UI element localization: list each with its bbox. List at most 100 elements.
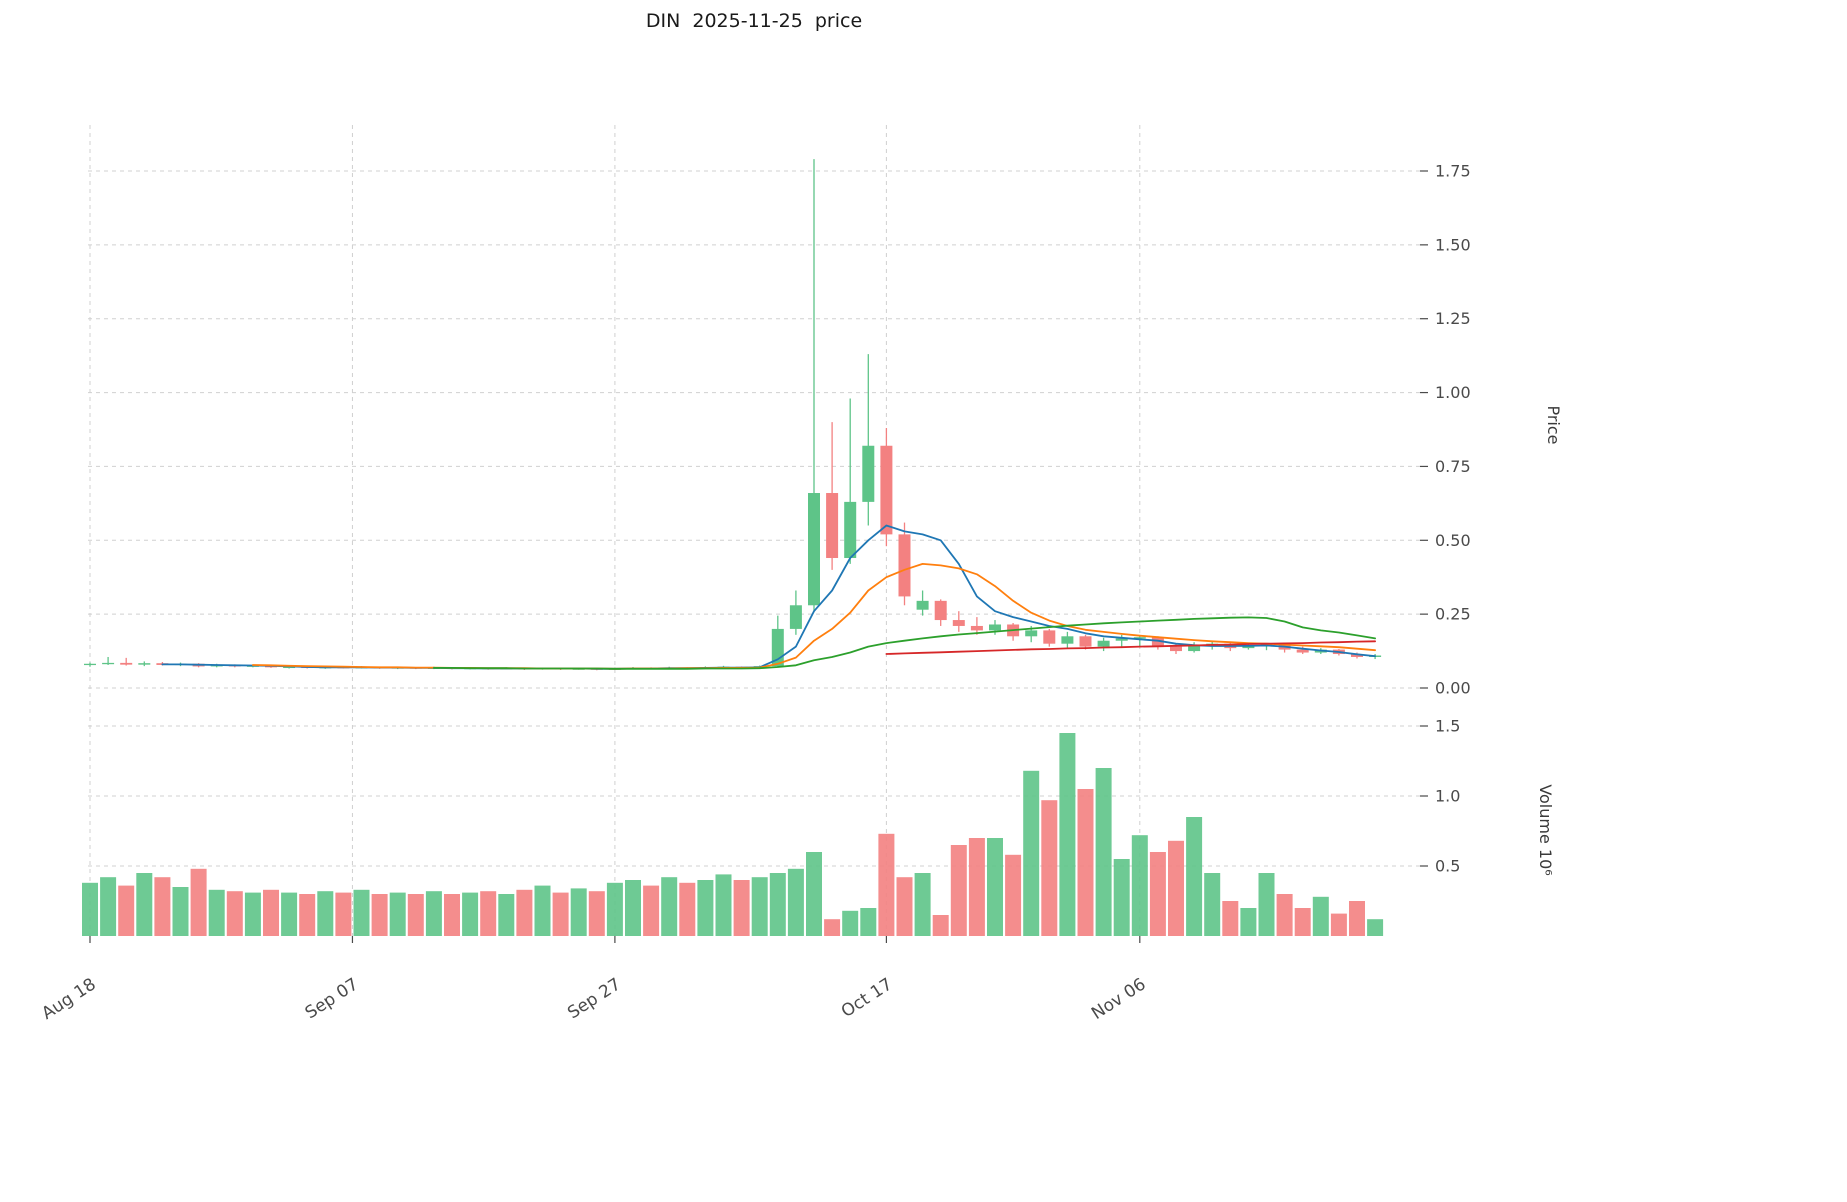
candle-body [1351,654,1363,657]
volume-bar [643,885,660,936]
volume-bar [824,919,841,936]
candle-body [1079,636,1092,647]
volume-bar [82,882,98,936]
volume-bar [842,910,859,936]
date-tick-label: Sep 07 [302,974,362,1023]
price-axis-label: Price [1544,405,1563,444]
volume-bar [335,892,352,936]
volume-bar [462,892,479,936]
volume-bar [1294,908,1311,936]
volume-bar [1312,896,1329,936]
moving-average-lines [161,524,1376,670]
volume-bar [516,889,533,936]
volume-bar [1367,919,1384,936]
volume-axis-label: Volume 10⁶ [1536,784,1555,875]
volume-bar [860,908,877,936]
date-tick-label: Sep 27 [564,974,624,1023]
date-tick-label: Oct 17 [838,974,896,1022]
volume-bar [733,880,750,936]
candle-body [1188,645,1201,652]
volume-tick-label: 1.5 [1435,717,1460,736]
volume-bar [751,877,768,936]
candle-body [934,600,947,621]
volume-bar [1276,894,1293,936]
candle-body [1115,638,1128,641]
volume-bar [263,889,279,936]
volume-bar [154,877,171,936]
candle-body [808,493,820,606]
volume-bar [1240,908,1257,936]
volume-bar [444,894,460,936]
price-tick-label: 1.50 [1435,235,1471,254]
volume-bar [1041,800,1058,936]
candle-body [1170,646,1182,652]
volume-bar [1149,852,1166,936]
volume-bar [552,892,569,936]
volume-bar [625,880,641,936]
price-tick-label: 1.25 [1435,309,1471,328]
candle-body [989,624,1001,631]
volume-bar [1113,859,1130,936]
volume-bar [588,891,605,936]
volume-bar [371,894,388,936]
candle-body [952,620,965,626]
price-tick-label: 0.25 [1435,605,1471,624]
volume-bar [480,891,497,936]
volume-bar [787,868,804,936]
volume-bars [82,733,1384,936]
date-tick-label: Nov 06 [1088,974,1149,1024]
volume-bar [498,894,515,936]
volume-bar [1077,789,1094,936]
volume-bar [950,845,967,936]
candle-body [862,445,875,502]
volume-bar [1095,768,1112,936]
volume-bar [968,838,985,936]
volume-tick-label: 0.5 [1435,857,1460,876]
volume-bar [172,887,189,936]
candle-body [1296,649,1309,653]
volume-bar [987,838,1003,936]
volume-bar [1023,770,1040,936]
volume-bar [317,891,334,936]
volume-bar [570,888,587,936]
volume-bar [534,885,551,936]
candle-body [138,663,151,665]
date-tick-label: Aug 18 [38,974,99,1024]
volume-bar [914,873,931,936]
volume-bar [425,891,442,936]
volume-bar [190,868,207,936]
candles [84,159,1382,671]
volume-bar [244,892,261,936]
volume-bar [1349,901,1365,936]
volume-bar [208,889,225,936]
volume-bar [136,873,153,936]
candle-body [283,666,296,669]
volume-bar [878,833,895,936]
price-tick-label: 0.00 [1435,679,1471,698]
volume-bar [896,877,913,936]
volume-bar [226,891,243,936]
volume-bar [661,877,678,936]
candle-body [826,493,839,559]
volume-bar [679,882,696,936]
price-tick-label: 1.75 [1435,161,1471,180]
price-tick-label: 0.50 [1435,531,1471,550]
candle-body [1025,630,1038,637]
price-tick-label: 1.00 [1435,383,1471,402]
candle-body [102,662,115,665]
volume-bar [932,915,949,936]
volume-bar [1059,733,1076,936]
ma-slow-line [433,616,1376,670]
candle-body [844,501,857,559]
candle-body [84,663,96,666]
price-tick-label: 0.75 [1435,457,1471,476]
candle-body [916,600,929,610]
volume-bar [715,874,732,936]
chart-title: DIN 2025-11-25 price [645,10,863,32]
ma-long-line [885,640,1376,655]
candle-body [1151,637,1164,647]
candle-body [970,625,983,631]
volume-bar [1186,817,1203,936]
candle-body [1043,630,1056,644]
